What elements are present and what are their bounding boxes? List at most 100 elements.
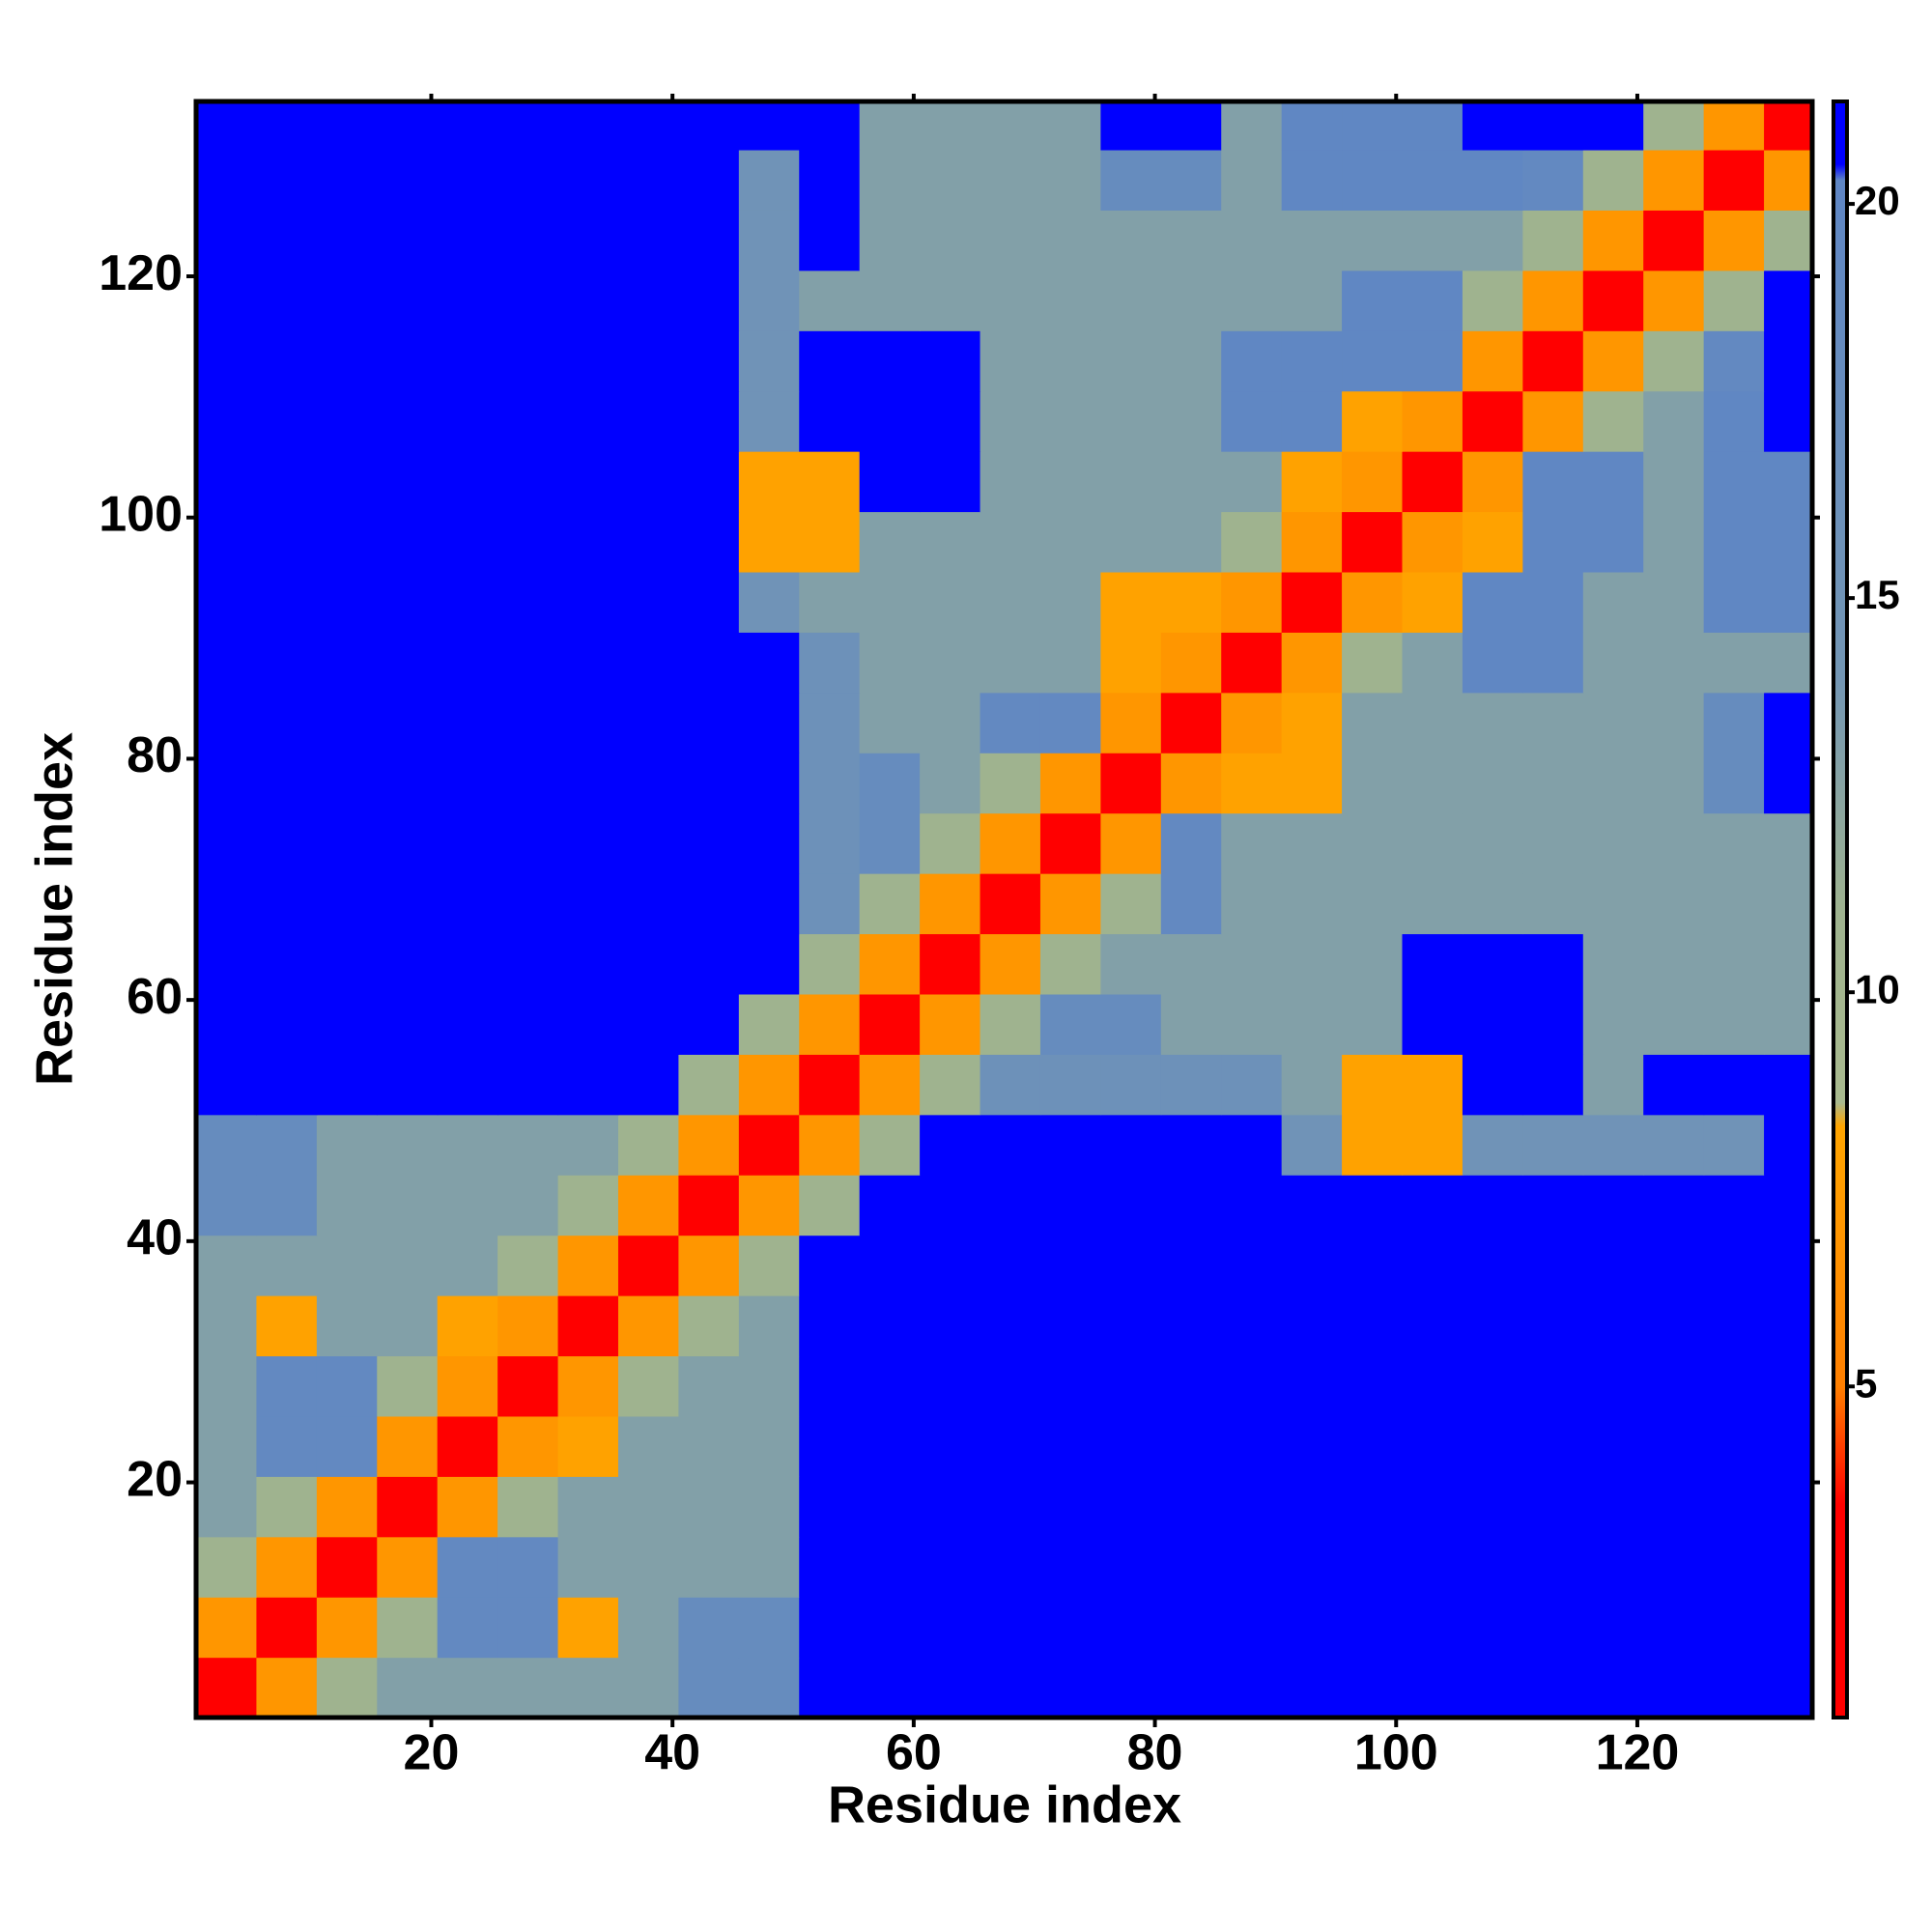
heatmap-cell [1764,1054,1813,1116]
heatmap-cell [256,149,318,211]
heatmap-cell [196,1175,258,1236]
heatmap-cell [1522,1597,1584,1659]
heatmap-cell [497,692,559,753]
heatmap-cell [738,390,800,452]
heatmap-cell [980,390,1041,452]
heatmap-cell [1522,511,1584,573]
heatmap-cell [1643,692,1705,753]
heatmap-cell [1342,270,1404,331]
heatmap-cell [859,1415,921,1477]
heatmap-cell [920,1476,981,1538]
heatmap-cell [1039,1415,1101,1477]
heatmap-cell [1039,1235,1101,1296]
heatmap-cell [678,390,740,452]
heatmap-cell [377,1657,439,1719]
heatmap-cell [1160,210,1222,271]
heatmap-cell [1764,812,1813,874]
heatmap-cell [1160,1476,1222,1538]
heatmap-cell [738,1597,800,1659]
heatmap-cell [1462,873,1523,935]
heatmap-cell [980,632,1041,694]
heatmap-cell [617,1415,680,1477]
heatmap-cell [1582,1597,1644,1659]
heatmap-cell [1462,1114,1523,1176]
heatmap-cell [1281,390,1343,452]
heatmap-cell [1039,1657,1101,1719]
heatmap-cell [980,812,1041,874]
heatmap-cell [920,873,981,935]
heatmap-cell [316,1054,378,1116]
heatmap-cell [437,632,498,694]
heatmap-cell [920,1175,981,1236]
heatmap-cell [1039,1175,1101,1236]
heatmap-cell [316,812,378,874]
heatmap-cell [1039,753,1101,814]
heatmap-cell [1522,933,1584,995]
heatmap-cell [1764,1536,1813,1598]
heatmap-cell [1643,993,1705,1055]
heatmap-cell [377,1355,439,1417]
heatmap-cell [1764,149,1813,211]
heatmap-cell [1643,873,1705,935]
heatmap-cell [859,210,921,271]
heatmap-cell [738,873,800,935]
heatmap-cell [1462,812,1523,874]
heatmap-cell [1582,451,1644,513]
heatmap-cell [1703,1355,1765,1417]
heatmap-cell [1522,1054,1584,1116]
heatmap-cell [738,1235,800,1296]
heatmap-cell [1281,753,1343,814]
heatmap-cell [1462,571,1523,633]
heatmap-cell [738,511,800,573]
heatmap-cell [1160,149,1222,211]
heatmap-cell [557,1536,619,1598]
heatmap-cell [377,933,439,995]
heatmap-cell [1703,210,1765,271]
heatmap-cell [1643,571,1705,633]
heatmap-cell [1100,149,1162,211]
heatmap-cell [678,330,740,392]
heatmap-cell [1703,812,1765,874]
heatmap-cell [1160,451,1222,513]
heatmap-cell [738,1415,800,1477]
heatmap-cell [1039,210,1101,271]
heatmap-cell [497,1597,559,1659]
heatmap-cell [859,330,921,392]
heatmap-cell [1402,1175,1463,1236]
heatmap-cell [678,1476,740,1538]
heatmap-cell [859,1114,921,1176]
heatmap-cell [1582,933,1644,995]
heatmap-cell [316,873,378,935]
heatmap-cell [1342,993,1404,1055]
heatmap-cell [1342,1355,1404,1417]
heatmap-cell [1582,873,1644,935]
heatmap-cell [1462,451,1523,513]
heatmap-cell [1221,753,1283,814]
heatmap-cell [557,1355,619,1417]
heatmap-cell [1462,101,1523,151]
heatmap-cell [799,1175,861,1236]
heatmap-cell [1342,1114,1404,1176]
plot-frame [193,99,1815,1720]
heatmap-cell [678,873,740,935]
heatmap-cell [1100,1476,1162,1538]
heatmap-cell [799,1597,861,1659]
heatmap-cell [497,632,559,694]
heatmap-cell [980,1476,1041,1538]
heatmap-cell [497,873,559,935]
heatmap-cell [1221,873,1283,935]
heatmap-cell [859,1657,921,1719]
heatmap-cell [1764,451,1813,513]
heatmap-cell [1462,632,1523,694]
heatmap-cell [1160,1054,1222,1116]
heatmap-cell [1221,1054,1283,1116]
heatmap-cell [980,1295,1041,1357]
heatmap-cell [1221,511,1283,573]
heatmap-cell [1703,511,1765,573]
heatmap-cell [617,1235,680,1296]
heatmap-cell [1281,511,1343,573]
heatmap-cell [497,101,559,151]
heatmap-cell [1221,390,1283,452]
heatmap-cell [437,101,498,151]
heatmap-cell [1582,692,1644,753]
